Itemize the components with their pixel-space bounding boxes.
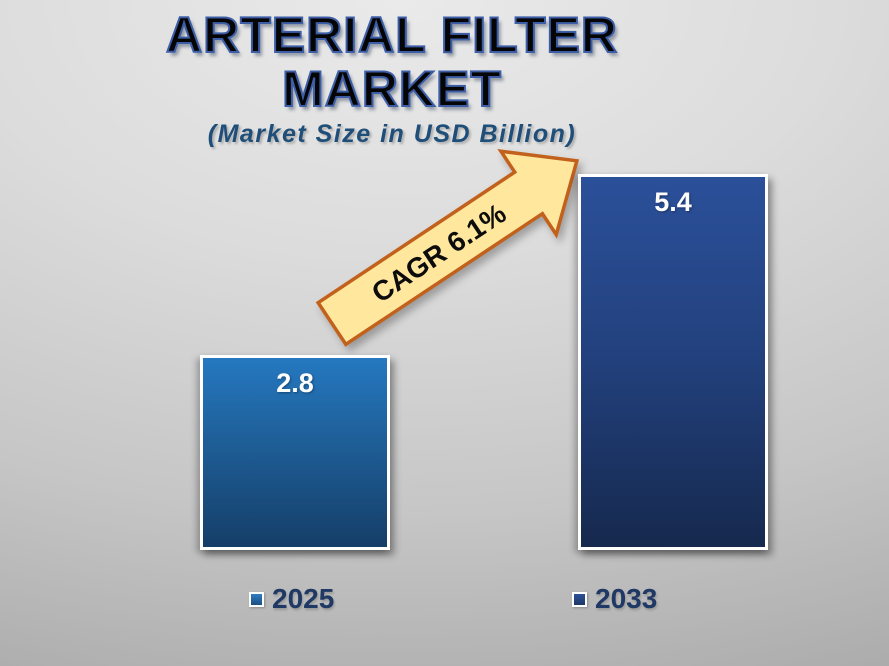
- legend-item-2033: 2033: [572, 583, 657, 615]
- legend-label-2033: 2033: [595, 583, 658, 614]
- chart-title-block: ARTERIAL FILTER MARKET (Market Size in U…: [0, 7, 784, 149]
- legend-item-2025: 2025: [249, 583, 334, 615]
- cagr-annotation: CAGR 6.1%: [366, 197, 512, 308]
- legend-swatch-2025: [249, 591, 264, 607]
- bar-2025: 2.8: [200, 355, 390, 550]
- legend-label-2025: 2025: [272, 583, 335, 614]
- chart-subtitle: (Market Size in USD Billion): [207, 120, 577, 148]
- legend-swatch-2033: [572, 591, 587, 607]
- bar-2033: 5.4: [578, 174, 768, 550]
- bar-2025-value: 2.8: [276, 368, 314, 398]
- up-right-arrow-icon: [315, 149, 580, 347]
- chart-title-line2: MARKET: [281, 61, 502, 117]
- bar-2033-value: 5.4: [654, 187, 692, 217]
- chart-title-line1: ARTERIAL FILTER: [165, 7, 618, 63]
